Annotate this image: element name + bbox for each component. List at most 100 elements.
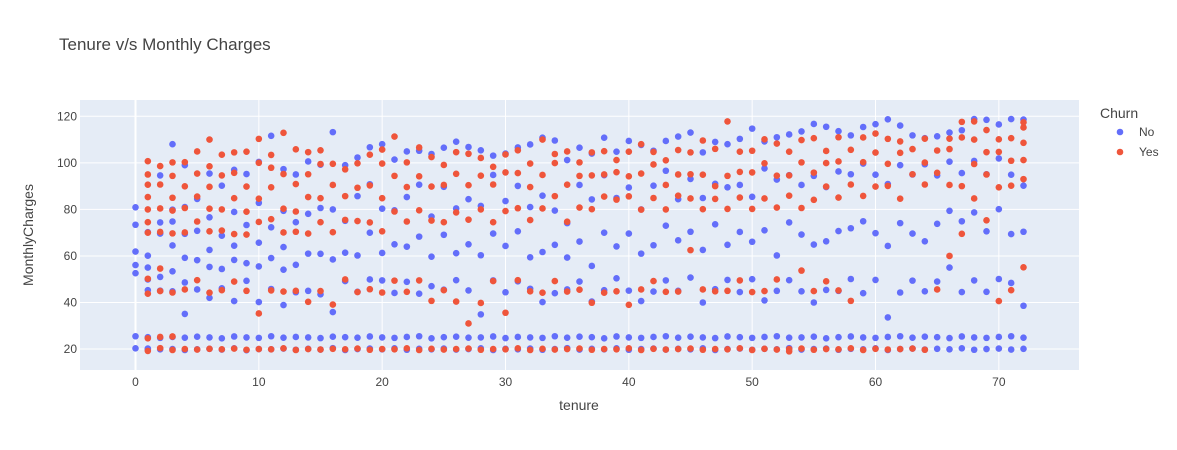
data-point [206,163,213,170]
data-point [169,242,176,249]
data-point [970,209,978,216]
data-point [724,140,731,148]
data-point [526,203,534,211]
data-point [378,194,386,202]
data-point [699,149,707,156]
data-point [169,268,176,275]
data-point [650,241,657,249]
data-point [1020,302,1027,310]
data-point [440,161,448,169]
data-point [428,153,435,161]
data-point [859,217,867,225]
data-point [711,138,719,146]
data-point [946,129,953,136]
data-point [563,334,571,341]
data-point [662,206,670,213]
data-point [896,332,904,340]
data-point [637,170,645,177]
data-point [477,206,485,213]
legend[interactable]: Churn No Yes [1100,105,1159,159]
data-point [995,148,1003,156]
data-point [650,161,657,168]
data-point [674,192,682,199]
data-point [724,287,731,295]
data-point [724,345,731,353]
data-point [280,165,287,173]
data-point [1020,182,1027,189]
data-point [551,150,559,158]
data-point [785,348,793,355]
data-point [748,275,756,283]
data-point [132,248,139,255]
data-point [872,183,879,190]
data-point [354,160,361,167]
data-point [144,218,152,226]
data-point [206,170,213,177]
data-point [835,168,842,175]
data-point [452,209,460,216]
x-tick-label: 0 [132,375,139,389]
data-point [489,163,497,171]
data-point [687,129,694,136]
data-point [539,298,546,306]
data-point [378,249,386,257]
data-point [835,127,842,135]
data-point [933,133,941,140]
data-point [230,208,238,216]
data-point [785,192,793,199]
data-point [193,276,201,284]
data-point [699,346,707,354]
data-point [280,170,287,178]
data-point [181,279,189,286]
data-point [230,242,238,250]
data-point [526,160,534,167]
data-point [403,218,411,225]
data-point [304,287,312,295]
data-point [798,136,805,144]
data-point [674,345,682,353]
data-point [563,218,571,226]
data-point [156,265,164,272]
data-point [761,160,768,167]
data-point [255,218,263,226]
data-point [933,345,941,353]
data-point [588,149,596,156]
data-point [366,151,374,158]
data-point [329,308,337,316]
data-point [391,172,398,180]
data-point [637,346,645,354]
x-tick-label: 70 [992,375,1006,389]
data-point [933,278,941,285]
data-point [156,162,164,170]
data-point [810,134,818,142]
data-point [625,184,633,191]
data-point [872,334,879,342]
data-point [637,206,645,213]
data-point [835,333,842,341]
data-point [156,344,164,352]
data-point [847,181,855,188]
data-point [169,172,176,180]
data-point [687,274,694,281]
data-point [230,149,238,156]
data-point [933,333,941,341]
data-point [872,120,879,128]
data-point [428,282,435,290]
data-point [773,276,781,283]
data-point [502,207,509,215]
data-point [206,136,213,143]
data-point [415,332,423,340]
data-point [391,277,398,284]
data-point [946,334,953,342]
data-point [452,148,460,156]
data-point [341,192,349,200]
data-point [354,334,361,341]
data-point [452,276,460,284]
data-point [415,144,423,151]
data-point [156,219,164,226]
data-point [428,217,435,224]
data-point [354,217,361,225]
legend-item-yes[interactable]: Yes [1116,145,1159,159]
data-point [415,277,423,284]
legend-item-no[interactable]: No [1116,125,1155,139]
